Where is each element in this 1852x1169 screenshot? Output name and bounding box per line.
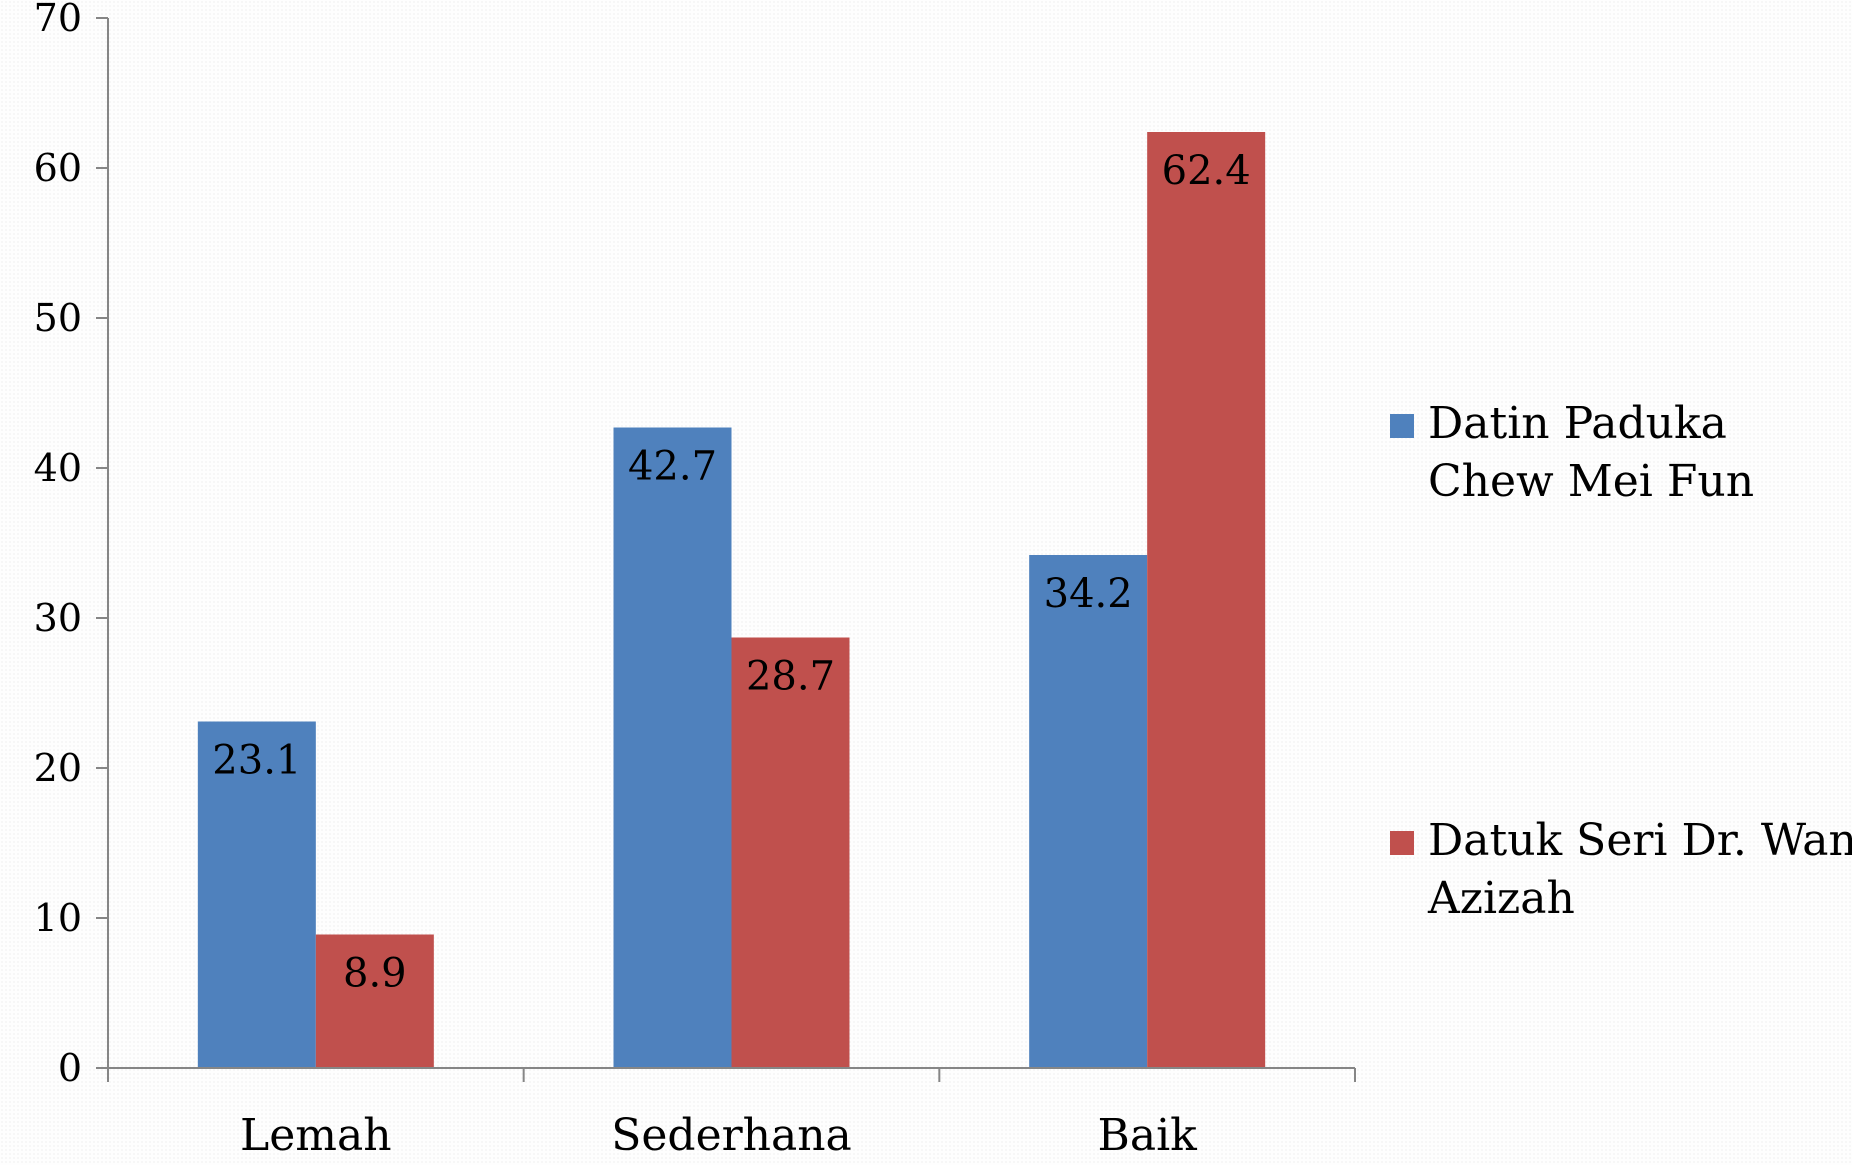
data-label: 8.9 — [343, 951, 407, 997]
bar-series-1-baik — [1029, 555, 1148, 1068]
y-tick-label: 20 — [34, 746, 82, 790]
bars-layer — [197, 132, 1266, 1068]
y-tick-label: 60 — [34, 146, 82, 190]
legend-label: Datuk Seri Dr. Wan — [1428, 815, 1852, 866]
y-tick-label: 30 — [34, 596, 82, 640]
data-label: 34.2 — [1044, 571, 1133, 617]
data-labels-layer: 23.1 8.9 42.7 28.7 34.2 62.4 — [212, 148, 1250, 997]
y-tick-label: 0 — [58, 1046, 82, 1090]
legend-swatch — [1390, 831, 1414, 855]
y-tick-label: 50 — [34, 296, 82, 340]
legend-swatch — [1390, 414, 1414, 438]
y-tick-label: 40 — [34, 446, 82, 490]
bar-series-1-sederhana — [613, 427, 732, 1068]
bar-series-1-lemah — [197, 721, 316, 1068]
data-label: 28.7 — [746, 654, 835, 700]
legend: Datin Paduka Chew Mei Fun Datuk Seri Dr. W… — [1390, 398, 1852, 924]
bar-series-2-sederhana — [731, 637, 850, 1068]
bar-series-2-lemah — [315, 934, 434, 1068]
legend-label: Chew Mei Fun — [1428, 456, 1754, 507]
y-tick-label: 70 — [34, 0, 82, 40]
x-category-label: Baik — [1098, 1110, 1198, 1161]
axes-layer: 0 10 20 30 40 50 60 70 Lemah Sederhana Baik — [34, 0, 1356, 1161]
bar-series-2-baik — [1147, 132, 1266, 1068]
y-tick-label: 10 — [34, 896, 82, 940]
x-category-label: Sederhana — [611, 1110, 852, 1161]
data-label: 23.1 — [212, 738, 301, 784]
legend-label: Azizah — [1427, 873, 1575, 924]
legend-label: Datin Paduka — [1428, 398, 1727, 449]
data-label: 62.4 — [1162, 148, 1251, 194]
data-label: 42.7 — [628, 444, 717, 490]
x-category-label: Lemah — [240, 1110, 392, 1161]
